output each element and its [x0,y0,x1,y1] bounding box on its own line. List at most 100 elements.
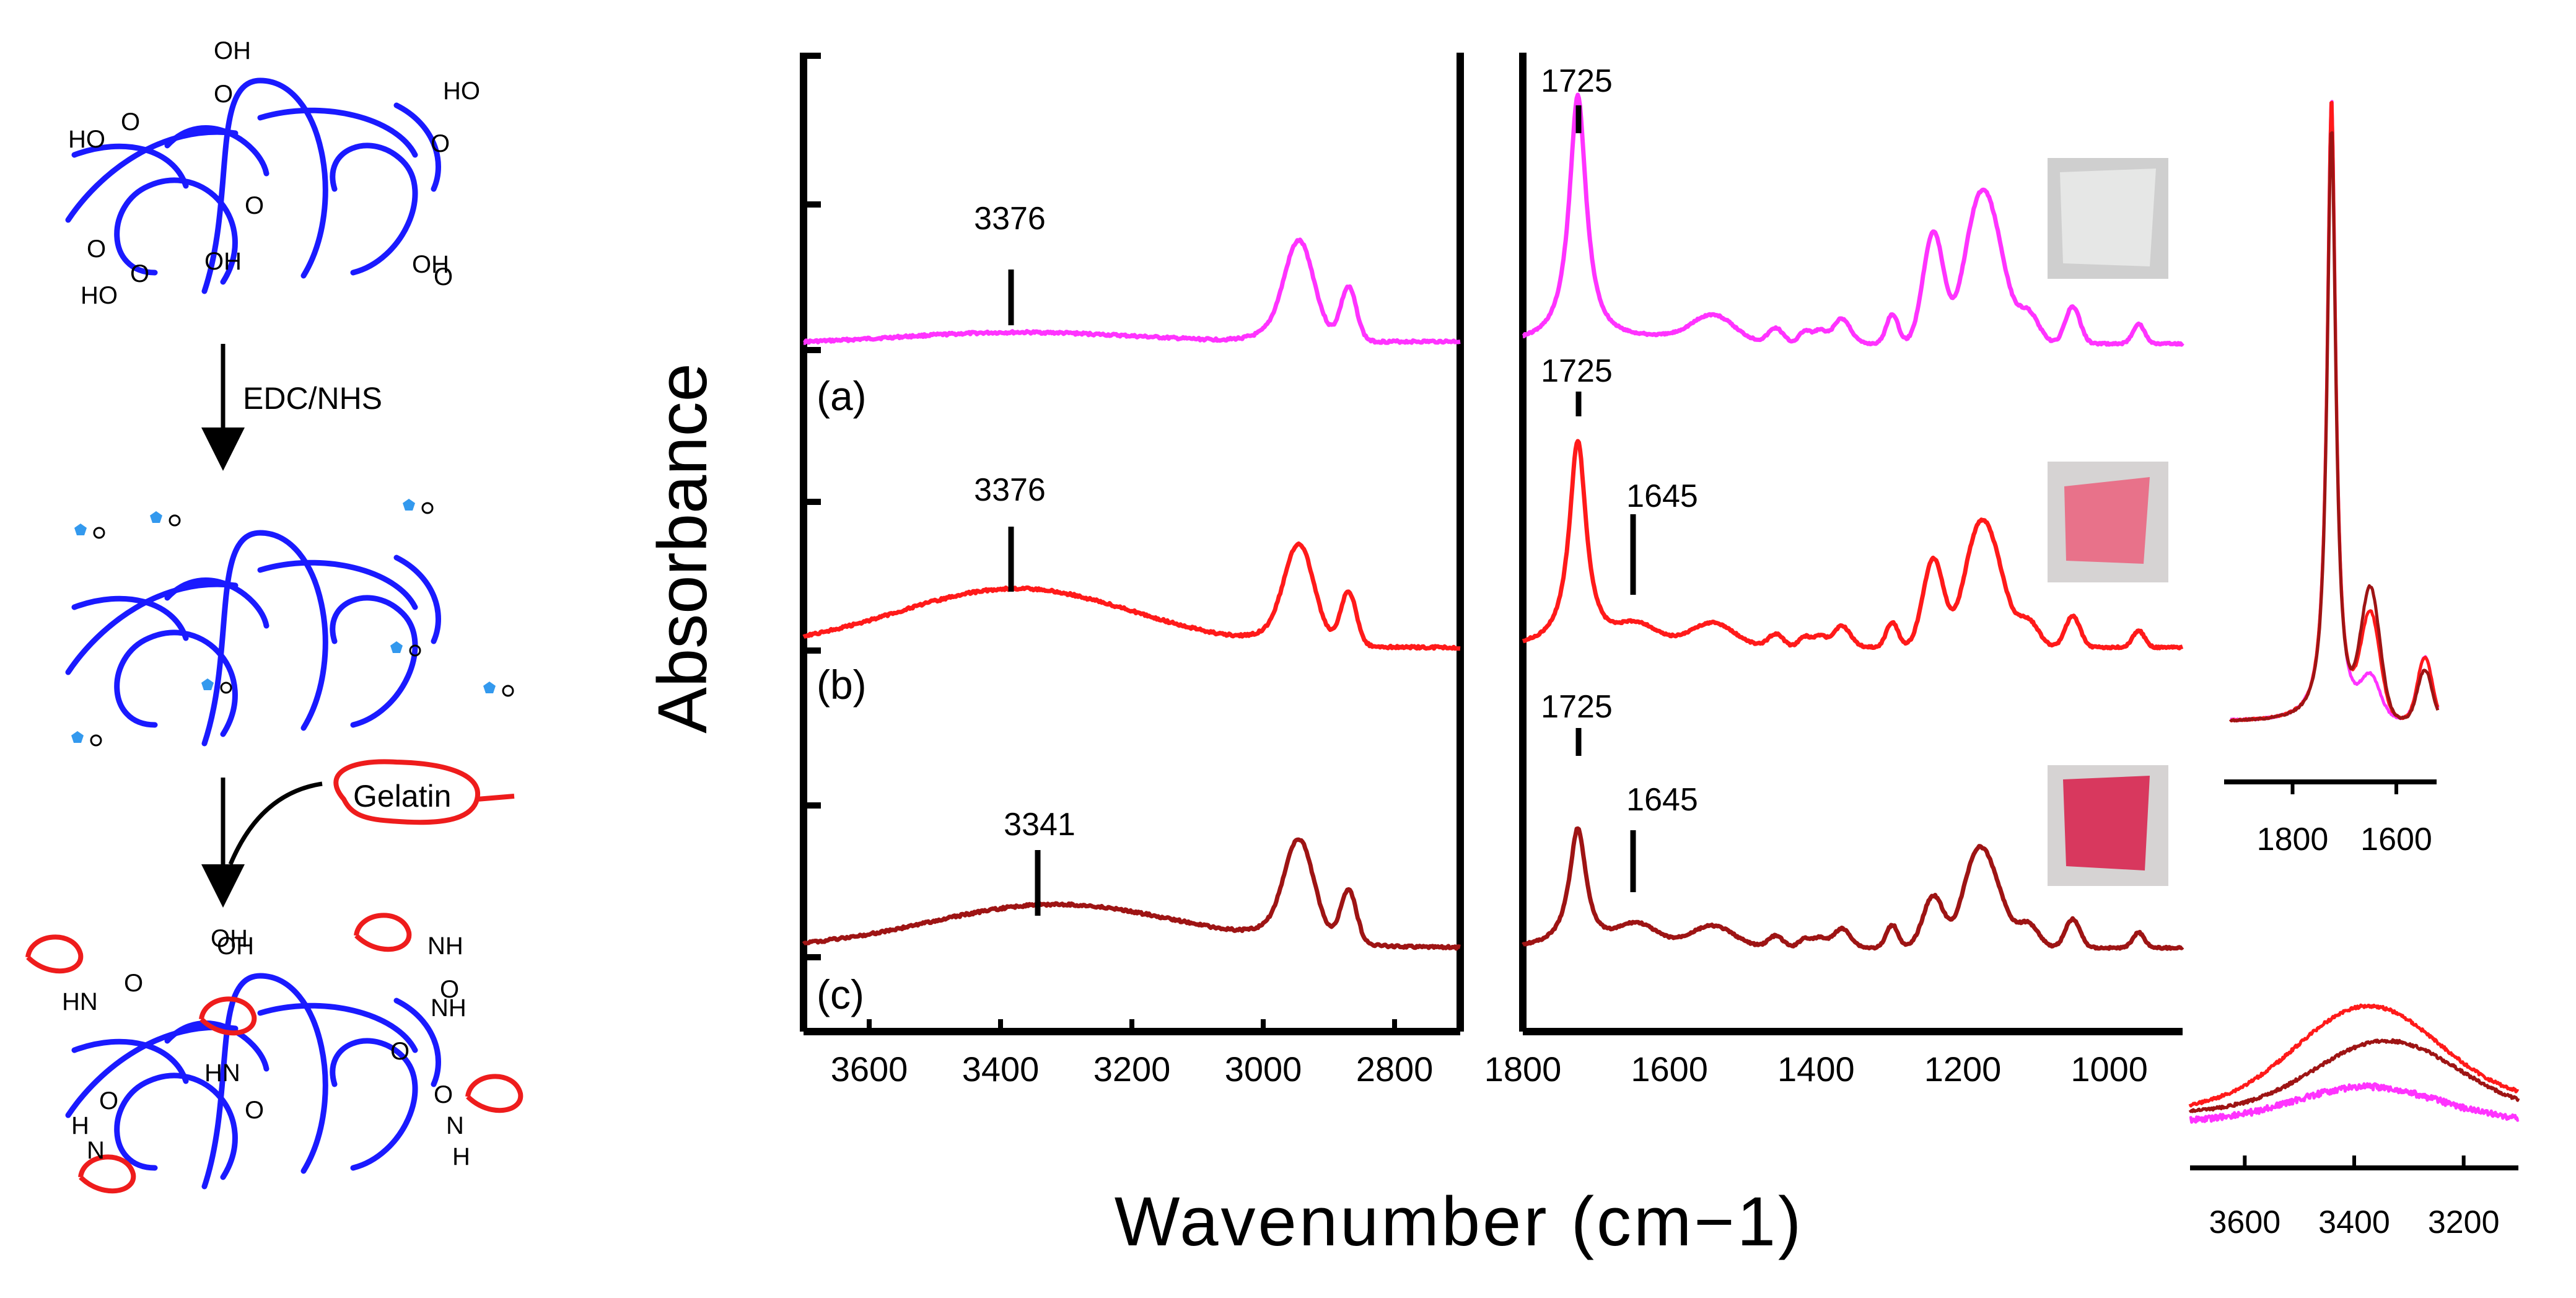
peak-label-c-1645: 1645 [1626,782,1698,818]
gelatin-blob-icon [333,759,515,825]
polymer-chains [65,973,441,1190]
polymer-chain [65,1024,239,1118]
ester-oxygen [421,502,434,514]
carboxyl-label: HO [68,126,105,153]
polymer-chain [257,1002,418,1053]
amide-label: O [99,1087,118,1115]
polymer-chain [71,1038,189,1084]
carboxyl-label: O [130,260,149,287]
gelatin-blob [25,934,84,974]
polymer-chain [164,577,269,629]
x-tick-label: 1000 [2070,1050,2148,1089]
series-label-a: (a) [817,373,867,419]
ftir-main-chart: 3600 3400 3200 3000 2800 1800 1600 1400 1200 100… [644,53,2184,1260]
carboxyl-label: O [431,130,450,157]
polymer-chain [71,143,189,189]
ester-marker [201,678,214,690]
photo-light-red-film-sample [2064,477,2150,564]
ester-oxygen [93,527,105,539]
x-tick-label: 1400 [1777,1050,1855,1089]
peak-annotations-left: 3376 3376 3341 [974,201,1076,843]
right-x-ticks: 1800 1600 1400 1200 1000 [1484,1050,2148,1089]
amide-label: HN [62,988,98,1015]
sample-photos [2048,158,2168,886]
peak-label-b-1725: 1725 [1541,353,1613,389]
polymer-chain [393,555,441,644]
inset-top-x-ticks: 1800 1600 [2257,782,2432,857]
left-panel-frame [800,53,1464,1035]
ester-marker [150,511,162,523]
polymer-chain [65,581,239,675]
ester-marker [403,499,415,511]
carboxyl-label: O [434,263,453,291]
polymer-chain [330,595,418,728]
right-trace-b [1522,439,2184,651]
ester-marker [74,524,87,535]
inset-top-tick-label: 1600 [2360,822,2432,857]
inset-bottom-series-lines [2188,1003,2520,1124]
left-trace-b [802,541,1461,651]
series-label-b: (b) [817,662,867,708]
polymer-chain [201,530,328,747]
ester-marker [483,682,496,693]
polymer-gelatin-conjugate [25,913,524,1194]
ester-marker [71,731,84,743]
polymer-chain [164,1020,269,1072]
carboxyl-label: O [214,81,233,108]
gelatin-curved-arrow [228,781,323,866]
right-trace-c [1522,826,2184,951]
polymer-chain [330,1038,418,1171]
inset-bottom-trace-c [2188,1038,2520,1113]
inset-3400-region: 3600 3400 3200 [2188,1003,2520,1240]
x-tick-label: 2800 [1356,1050,1434,1089]
amide-label: NH [427,932,463,960]
polymer-chain [65,129,239,223]
carboxyl-label: O [87,235,106,263]
polymer-chain [393,102,441,192]
amide-label: O [434,1081,453,1108]
amide-label: N [446,1112,464,1139]
polymer-chain [330,143,418,276]
peak-markers-right [1575,105,1636,892]
x-tick-label: 1600 [1631,1050,1708,1089]
polymer-chain [114,629,238,737]
amide-label: N [87,1137,105,1164]
ester-oxygen [90,734,102,747]
inset-bottom-tick-label: 3600 [2209,1204,2280,1240]
series-label-c: (c) [817,971,864,1017]
peak-markers-left [1008,270,1041,916]
amide-label: HN [204,1059,240,1087]
polymer-activated-ester [65,499,514,747]
carboxyl-label: HO [81,282,118,309]
carboxyl-label: O [121,108,140,136]
peak-label-c-1725: 1725 [1541,689,1613,725]
right-panel-frame [1519,53,2183,1035]
inset-top-series-lines [2228,100,2440,723]
inset-bottom-trace-a [2189,1082,2520,1124]
polymer-chains [65,77,441,294]
polymer-chain [393,998,441,1087]
step1-label: EDC/NHS [243,381,382,416]
amide-label: H [452,1143,470,1170]
x-tick-label: 1800 [1484,1050,1562,1089]
polymer-chain [114,1072,238,1180]
inset-bottom-tick-label: 3400 [2318,1204,2390,1240]
gelatin-blob [465,1074,524,1113]
peak-annotations-right: 1725 1725 1645 1725 1645 [1541,63,1698,818]
carboxyl-label: OH [214,37,251,64]
peak-label-b-1645: 1645 [1626,478,1698,514]
amide-label: O [245,1097,264,1124]
ester-oxygen [502,685,514,697]
inset-bottom-x-ticks: 3600 3400 3200 [2209,1155,2500,1240]
carboxyl-label: OH [204,248,242,275]
left-x-ticks: 3600 3400 3200 3000 2800 [831,1019,1434,1089]
gelatin-blob [199,996,257,1036]
polymer-chain [71,595,189,641]
polymer-chain [164,125,269,177]
peak-label-a-3376: 3376 [974,201,1046,237]
photo-clear-film-sample [2060,169,2156,266]
ester-oxygen [220,682,232,694]
amide-label: O [124,970,143,997]
